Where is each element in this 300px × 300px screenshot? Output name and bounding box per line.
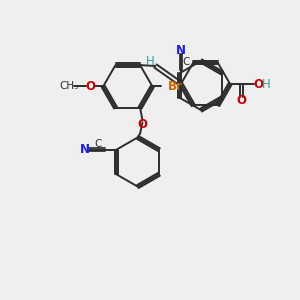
Text: C: C [182,57,190,67]
Text: N: N [80,143,90,156]
Text: O: O [253,77,263,91]
Text: Br: Br [167,80,182,93]
Text: O: O [236,94,247,107]
Text: N: N [176,44,186,57]
Text: H: H [146,55,154,68]
Text: C: C [95,139,102,149]
Text: O: O [85,80,95,93]
Text: O: O [137,118,148,131]
Text: H: H [262,77,271,91]
Text: CH₃: CH₃ [59,81,79,92]
